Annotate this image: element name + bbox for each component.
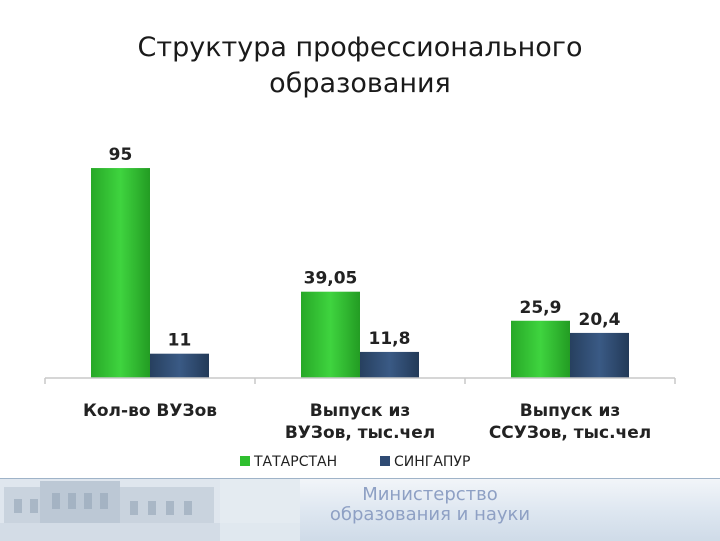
bar-tatarstan-1	[91, 168, 150, 378]
bar-tatarstan-3	[511, 320, 570, 378]
ministry-line-1: Министерство	[362, 484, 498, 505]
data-label: 39,05	[304, 269, 358, 289]
data-label: 11	[168, 331, 192, 351]
bar-singapore-3	[570, 332, 629, 378]
legend-label-tatarstan: ТАТАРСТАН	[253, 454, 337, 470]
legend-label-singapore: СИНГАПУР	[394, 454, 470, 470]
data-label: 11,8	[369, 329, 411, 349]
bar-singapore-1	[150, 353, 209, 378]
ministry-caption: Министерство образования и науки	[290, 485, 570, 525]
title-line-1: Структура профессионального	[137, 32, 583, 63]
ministry-line-2: образования и науки	[329, 504, 531, 525]
footer-banner: Министерство образования и науки	[0, 478, 720, 541]
data-label: 20,4	[579, 310, 621, 330]
title-line-2: образования	[269, 68, 451, 99]
data-label: 25,9	[520, 298, 562, 318]
legend-swatch-tatarstan	[240, 456, 250, 466]
bar-singapore-2	[360, 351, 419, 378]
category-label: Выпуск из	[310, 401, 410, 421]
bar-tatarstan-2	[301, 291, 360, 378]
category-label: ССУЗов, тыс.чел	[489, 423, 651, 443]
category-label: Кол-во ВУЗов	[83, 401, 217, 421]
building-photo	[0, 479, 300, 541]
category-label: ВУЗов, тыс.чел	[285, 423, 435, 443]
legend-swatch-singapore	[380, 456, 390, 466]
category-label: Выпуск из	[520, 401, 620, 421]
data-label: 95	[109, 145, 133, 165]
chart-title: Структура профессионального образования	[0, 30, 720, 102]
